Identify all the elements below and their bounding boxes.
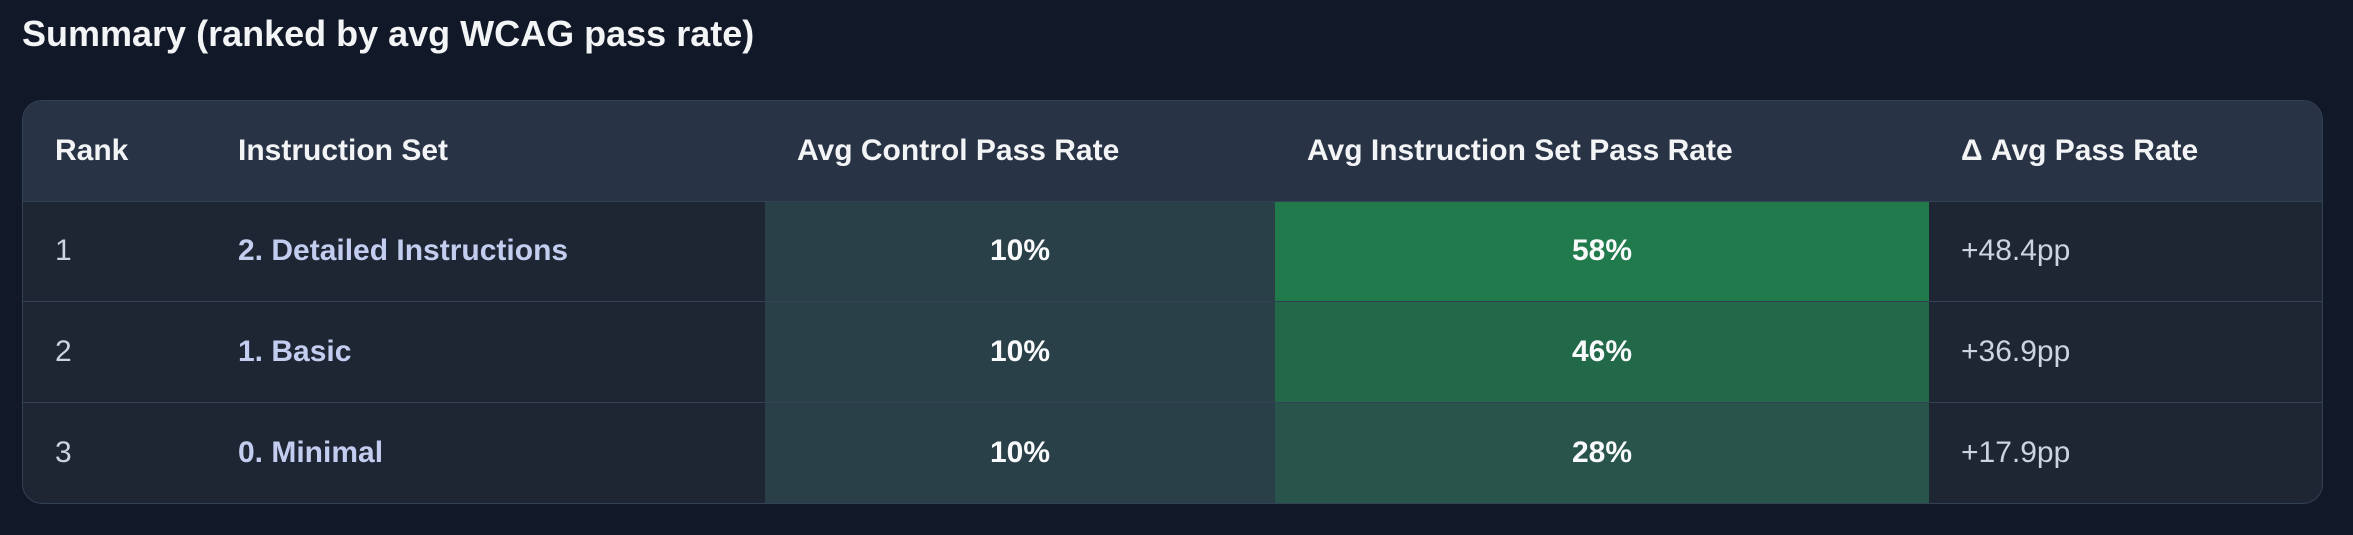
table-row: 3 0. Minimal 10% 28% +17.9pp bbox=[23, 402, 2322, 503]
title: Summary (ranked by avg WCAG pass rate) bbox=[22, 13, 755, 54]
cell-name: 1. Basic bbox=[206, 301, 765, 403]
cell-ctrl: 10% bbox=[765, 301, 1275, 403]
table-row: 2 1. Basic 10% 46% +36.9pp bbox=[23, 301, 2322, 403]
cell-is: 58% bbox=[1275, 201, 1929, 303]
table-body: 1 2. Detailed Instructions 10% 58% +48.4pp 2 1… bbox=[23, 201, 2322, 503]
cell-name: 0. Minimal bbox=[238, 435, 384, 469]
summary-table: Rank Instruction Set Avg Control Pass Rate… bbox=[23, 101, 2322, 503]
header-cell: Avg Control Pass Rate bbox=[765, 101, 1275, 202]
header-cell: Avg Instruction Set Pass Rate bbox=[1275, 101, 1929, 202]
cell-is: 28% bbox=[1275, 402, 1929, 503]
table-card: Rank Instruction Set Avg Control Pass Rate… bbox=[22, 100, 2323, 504]
cell-ctrl: 10% bbox=[765, 402, 1275, 503]
header-row: Rank Instruction Set Avg Control Pass Rate… bbox=[23, 101, 2322, 202]
cell-is: 46% bbox=[1275, 301, 1929, 403]
cell-delta: +17.9pp bbox=[1961, 435, 2071, 469]
cell-delta: +36.9pp bbox=[1929, 301, 2322, 403]
table-row: 1 2. Detailed Instructions 10% 58% +48.4pp bbox=[23, 201, 2322, 303]
cell-delta: +48.4pp bbox=[1929, 201, 2322, 303]
cell-ctrl: 10% bbox=[765, 201, 1275, 303]
header-cell: Rank bbox=[23, 101, 206, 202]
cell-name: 2. Detailed Instructions bbox=[206, 201, 765, 303]
header-cell: Δ Avg Pass Rate bbox=[1929, 101, 2322, 202]
cell-rank: 1 bbox=[23, 201, 206, 303]
header-cell: Instruction Set bbox=[206, 101, 765, 202]
cell-rank: 2 bbox=[23, 301, 206, 403]
cell-rank: 3 bbox=[55, 435, 72, 469]
